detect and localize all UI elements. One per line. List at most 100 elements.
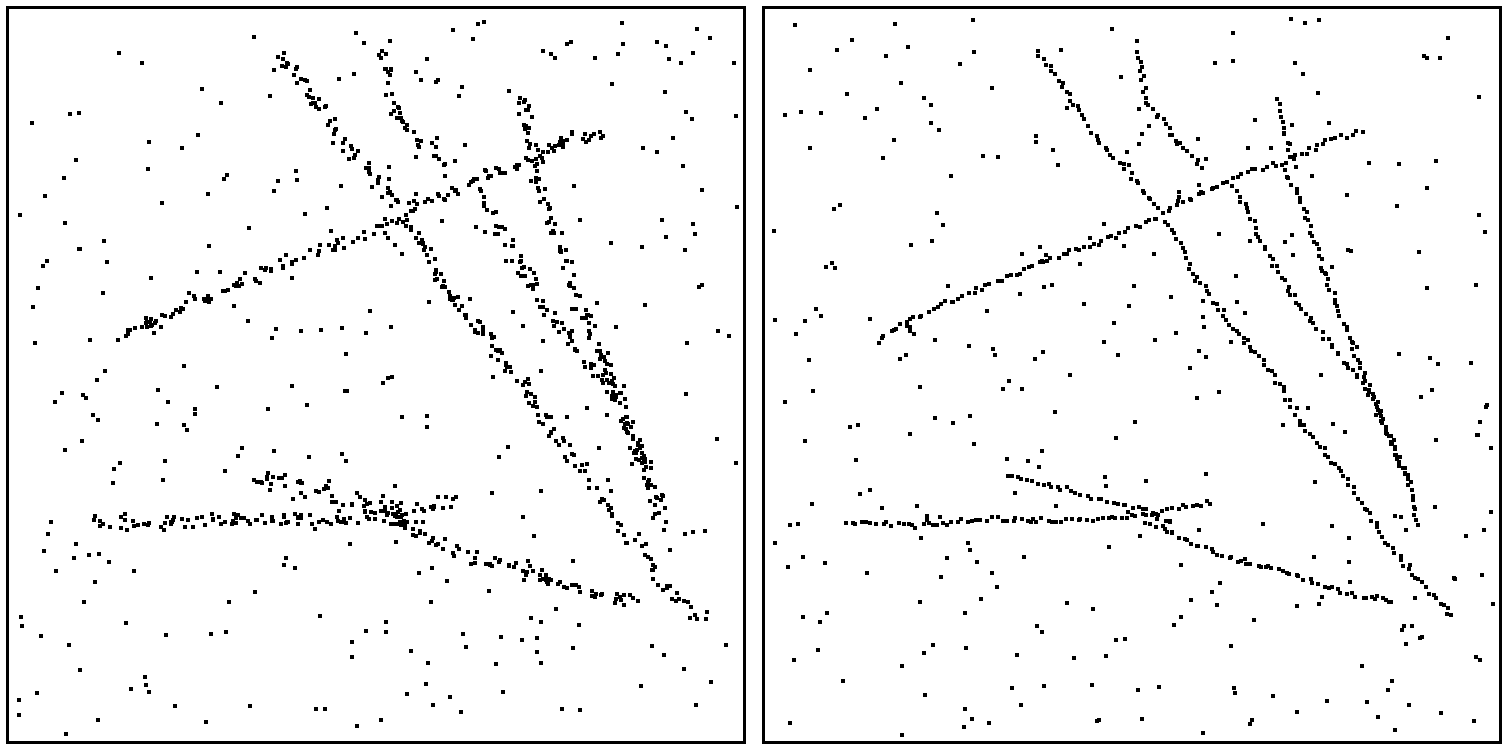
right-branch-dot (1221, 314, 1225, 318)
left-noise-dot (102, 239, 106, 243)
right-branch-dot (1326, 455, 1330, 459)
left-branch-dot (572, 286, 576, 290)
left-branch-dot (549, 415, 553, 419)
left-noise-dot (569, 40, 573, 44)
right-branch-dot (1323, 446, 1327, 450)
right-branch-dot (844, 521, 848, 525)
left-branch-dot (512, 565, 516, 569)
left-branch-dot (500, 225, 504, 229)
left-branch-dot (363, 509, 367, 513)
right-branch-dot (1168, 206, 1172, 210)
right-branch-dot (1238, 200, 1242, 204)
left-branch-dot (535, 162, 539, 166)
right-branch-dot (1350, 591, 1354, 595)
right-branch-dot (956, 520, 960, 524)
right-branch-dot (1358, 366, 1362, 370)
left-noise-dot (274, 327, 278, 331)
right-branch-dot (1165, 507, 1169, 511)
left-branch-dot (651, 516, 655, 520)
left-noise-dot (597, 446, 601, 450)
left-branch-dot (332, 132, 336, 136)
right-noise-dot (949, 174, 953, 178)
right-noise-dot (1068, 373, 1072, 377)
right-branch-dot (1352, 354, 1356, 358)
left-branch-dot (528, 267, 532, 271)
left-branch-dot (386, 186, 390, 190)
left-branch-dot (589, 134, 593, 138)
right-noise-dot (1010, 686, 1014, 690)
right-noise-dot (1195, 396, 1199, 400)
left-branch-dot (246, 519, 250, 523)
left-branch-dot (432, 154, 436, 158)
right-noise-dot (1103, 475, 1107, 479)
left-noise-dot (129, 687, 133, 691)
left-branch-dot (193, 297, 197, 301)
right-branch-dot (1424, 585, 1428, 589)
left-noise-dot (426, 661, 430, 665)
right-branch-dot (1420, 580, 1424, 584)
left-branch-dot (636, 442, 640, 446)
left-branch-dot (638, 438, 642, 442)
right-branch-dot (1360, 501, 1364, 505)
left-branch-dot (308, 513, 312, 517)
left-noise-dot (20, 624, 24, 628)
left-branch-dot (547, 207, 551, 211)
left-branch-dot (553, 311, 557, 315)
left-branch-dot (601, 381, 605, 385)
left-branch-dot (388, 73, 392, 77)
left-noise-dot (387, 165, 391, 169)
right-noise-dot (1147, 124, 1151, 128)
left-branch-dot (527, 104, 531, 108)
left-noise-dot (663, 90, 667, 94)
left-branch-dot (626, 431, 630, 435)
left-noise-dot (39, 634, 43, 638)
right-branch-dot (1406, 483, 1410, 487)
right-branch-dot (1059, 520, 1063, 524)
right-branch-dot (1293, 413, 1297, 417)
right-branch-dot (978, 518, 982, 522)
left-noise-dot (342, 517, 346, 521)
left-branch-dot (638, 446, 642, 450)
right-branch-dot (1160, 509, 1164, 513)
left-branch-dot (323, 105, 327, 109)
right-branch-dot (1372, 395, 1376, 399)
right-branch-dot (1099, 497, 1103, 501)
right-noise-dot (1281, 423, 1285, 427)
left-branch-dot (656, 583, 660, 587)
left-noise-dot (609, 241, 613, 245)
right-branch-dot (935, 523, 939, 527)
right-noise-dot (1127, 304, 1131, 308)
left-noise-dot (340, 326, 344, 330)
left-branch-dot (524, 156, 528, 160)
left-noise-dot (272, 189, 276, 193)
left-noise-dot (393, 484, 397, 488)
left-branch-dot (451, 551, 455, 555)
left-noise-dot (161, 478, 165, 482)
right-branch-dot (1301, 578, 1305, 582)
right-noise-dot (1040, 630, 1044, 634)
left-branch-dot (587, 321, 591, 325)
right-branch-dot (898, 322, 902, 326)
left-branch-dot (559, 136, 563, 140)
right-branch-dot (902, 522, 906, 526)
right-branch-dot (1309, 316, 1313, 320)
left-noise-dot (578, 708, 582, 712)
left-branch-dot (98, 519, 102, 523)
right-branch-dot (1275, 264, 1279, 268)
right-noise-dot (899, 81, 903, 85)
left-branch-dot (580, 463, 584, 467)
right-branch-dot (1320, 257, 1324, 261)
left-noise-dot (248, 704, 252, 708)
right-branch-dot (1221, 181, 1225, 185)
left-branch-dot (206, 294, 210, 298)
right-noise-dot (931, 643, 935, 647)
left-branch-dot (383, 509, 387, 513)
right-branch-dot (1047, 519, 1051, 523)
right-noise-dot (1132, 284, 1136, 288)
right-noise-dot (946, 284, 950, 288)
right-noise-dot (848, 425, 852, 429)
right-branch-dot (1077, 248, 1081, 252)
right-noise-dot (1303, 21, 1307, 25)
right-noise-dot (1325, 699, 1329, 703)
right-branch-dot (1108, 153, 1112, 157)
